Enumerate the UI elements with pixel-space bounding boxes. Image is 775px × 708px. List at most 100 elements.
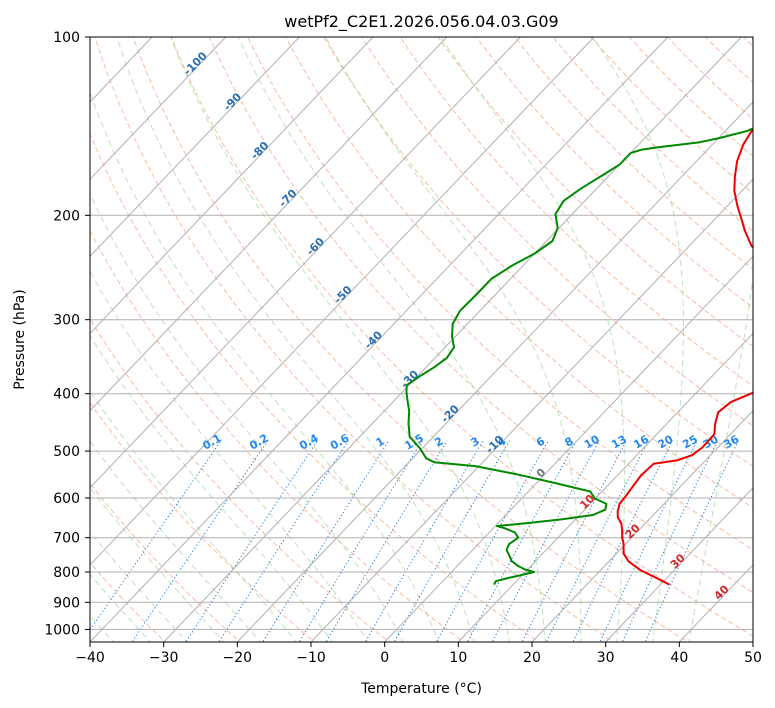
dry-adiabat-label: 40 — [712, 582, 732, 602]
x-tick-label: −20 — [223, 650, 253, 666]
isotherm-line — [678, 564, 753, 642]
mixing-ratio-line — [491, 440, 600, 642]
isotherm-line — [752, 641, 753, 642]
axes: −40 −30 −20 −10 0 10 20 30 40 5010020030040050060… — [44, 30, 762, 666]
mixing-ratio-label: 2 — [432, 435, 445, 450]
dry-adiabat-label: -20 — [439, 402, 462, 425]
dry-adiabat-line — [90, 229, 465, 642]
dry-adiabat-line — [247, 37, 753, 551]
mixing-ratio-line — [364, 440, 484, 642]
mixing-ratio-line — [621, 440, 719, 642]
x-tick-label: 10 — [449, 650, 467, 666]
mixing-ratio-line — [466, 440, 578, 642]
mixing-ratio-line — [185, 440, 319, 642]
mixing-ratio-label: 36 — [722, 432, 742, 451]
mixing-ratio-label: 13 — [609, 433, 629, 452]
isotherm-line — [90, 37, 300, 258]
dry-adiabat-line — [170, 37, 753, 637]
dry-adiabat-label: -90 — [221, 90, 244, 113]
x-tick-label: 40 — [670, 650, 688, 666]
isotherm-line — [457, 332, 753, 642]
isotherm-line — [90, 37, 227, 180]
moist-adiabat-line — [237, 37, 546, 642]
dry-adiabat-label: -100 — [181, 49, 210, 78]
dry-adiabat-line — [285, 37, 753, 509]
isotherm-line — [310, 178, 753, 642]
dry-adiabat-line — [90, 482, 241, 642]
dry-adiabat-line — [666, 37, 753, 120]
mixing-ratio-label: 20 — [656, 432, 676, 451]
mixing-ratio-line — [435, 440, 549, 642]
isotherm-line — [90, 37, 521, 489]
mixing-ratio-label: 0.2 — [247, 432, 270, 453]
mixing-ratio-line — [325, 440, 448, 642]
dry-adiabat-line — [704, 37, 753, 84]
mixing-ratio-label: 1 — [374, 435, 387, 450]
mixing-ratio-label: 8 — [562, 435, 575, 450]
mixing-ratio-label: 3 — [468, 435, 481, 450]
x-tick-label: 20 — [523, 650, 541, 666]
isotherm-line — [605, 487, 753, 642]
mixing-ratio-label: 0.1 — [200, 432, 223, 453]
moist-adiabat-line — [90, 531, 188, 642]
plot-frame — [89, 36, 754, 643]
dry-adiabat-label: 30 — [668, 551, 688, 571]
x-tick-label: −40 — [75, 650, 105, 666]
dry-adiabat-line — [552, 37, 753, 232]
profile-series — [405, 126, 753, 586]
grid-lines — [90, 37, 753, 642]
mixing-ratio-label: 10 — [582, 432, 602, 451]
y-tick-label: 400 — [53, 387, 80, 403]
dry-adiabat-line — [90, 132, 540, 642]
y-axis-label: Pressure (hPa) — [12, 289, 28, 389]
moist-adiabat-line — [440, 37, 626, 642]
x-tick-label: −30 — [149, 650, 179, 666]
x-tick-label: 50 — [744, 650, 762, 666]
mixing-ratio-label: 25 — [680, 433, 700, 452]
mixing-ratio-label: 0.4 — [297, 431, 321, 452]
y-tick-label: 500 — [53, 444, 80, 460]
dry-adiabat-label: 20 — [623, 521, 643, 541]
isotherm-line — [384, 255, 753, 642]
dry-adiabat-line — [90, 401, 316, 642]
dry-adiabat-line — [132, 37, 690, 642]
mixing-ratio-line — [644, 440, 739, 642]
dry-adiabat-label: -80 — [248, 139, 271, 162]
y-tick-label: 700 — [53, 531, 80, 547]
mixing-ratio-line — [131, 440, 269, 642]
y-tick-label: 300 — [53, 313, 80, 329]
x-tick-label: 30 — [597, 650, 615, 666]
mixing-ratio-line — [393, 440, 511, 642]
mixing-ratio-line — [262, 440, 390, 642]
isotherm-line — [90, 37, 595, 566]
dry-adiabat-line — [475, 37, 753, 309]
isotherm-line — [90, 37, 448, 412]
dewpoint-profile-line — [405, 127, 753, 586]
background-lines — [90, 37, 753, 642]
x-tick-label: −10 — [296, 650, 326, 666]
moist-adiabat-line — [90, 192, 404, 642]
dry-adiabat-label: 10 — [577, 492, 597, 512]
y-tick-label: 600 — [53, 491, 80, 507]
y-tick-label: 900 — [53, 595, 80, 611]
mixing-ratio-line — [599, 440, 698, 642]
temperature-profile-line — [616, 126, 753, 586]
dry-adiabat-label: -50 — [331, 283, 354, 306]
isotherm-line — [90, 37, 374, 335]
moist-adiabat-line — [592, 37, 684, 642]
dry-adiabat-label: -60 — [304, 235, 327, 258]
y-tick-label: 100 — [53, 30, 80, 46]
y-tick-label: 800 — [53, 565, 80, 581]
dry-adiabat-line — [208, 37, 753, 594]
mixing-ratio-label: 30 — [701, 432, 721, 451]
mixing-ratio-line — [218, 440, 349, 642]
isotherm-line — [531, 409, 753, 642]
y-tick-label: 1000 — [44, 622, 80, 638]
x-tick-label: 0 — [380, 650, 389, 666]
moist-adiabat-line — [90, 270, 369, 642]
mixing-ratio-line — [298, 440, 423, 642]
mixing-ratio-label: 6 — [534, 434, 547, 449]
dry-adiabat-label: -10 — [483, 433, 506, 456]
dry-adiabat-line — [437, 37, 753, 348]
